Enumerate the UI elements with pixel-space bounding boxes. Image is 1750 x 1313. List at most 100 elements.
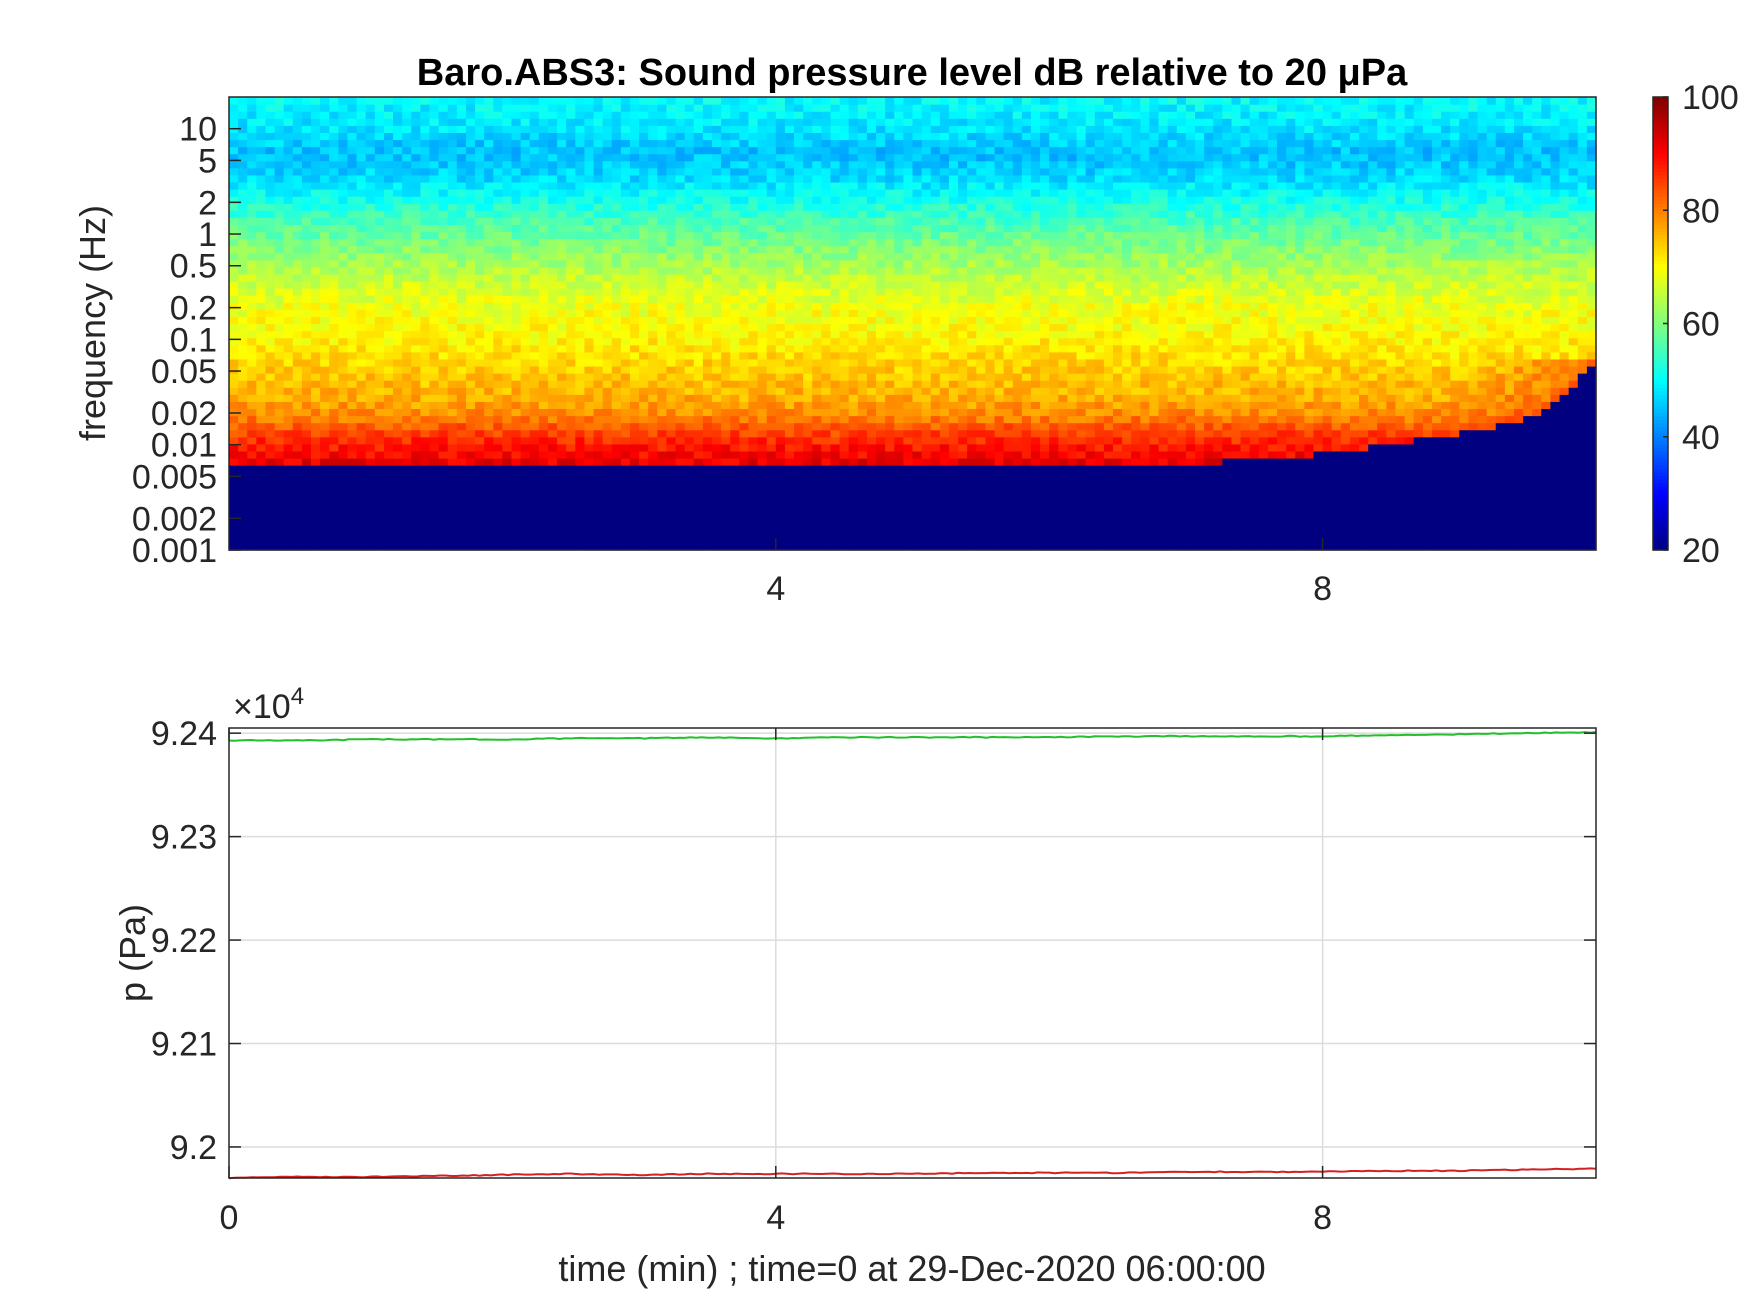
heatmap-cell [374, 146, 385, 155]
heatmap-cell [229, 500, 239, 509]
heatmap-cell [866, 436, 877, 445]
heatmap-cell [520, 450, 531, 459]
heatmap-cell [794, 160, 804, 169]
heatmap-cell [821, 507, 832, 516]
heatmap-cell [611, 224, 622, 233]
heatmap-cell [775, 387, 786, 395]
heatmap-cell [429, 288, 440, 296]
heatmap-cell [821, 358, 832, 367]
heatmap-cell [274, 373, 285, 381]
heatmap-cell [812, 486, 822, 494]
heatmap-cell [730, 365, 740, 374]
heatmap-cell [520, 153, 531, 162]
heatmap-cell [229, 273, 239, 282]
heatmap-cell [256, 373, 267, 381]
heatmap-cell [356, 288, 367, 296]
heatmap-cell [301, 408, 312, 417]
heatmap-cell [602, 429, 613, 438]
heatmap-cell [529, 167, 540, 176]
heatmap-cell [857, 429, 868, 438]
heatmap-cell [739, 465, 750, 473]
heatmap-cell [557, 380, 567, 388]
heatmap-cell [402, 288, 412, 296]
heatmap-cell [557, 387, 567, 395]
heatmap-cell [484, 288, 494, 296]
heatmap-cell [721, 245, 731, 254]
heatmap-cell [447, 189, 458, 197]
heatmap-cell [848, 273, 859, 282]
heatmap-cell [420, 189, 431, 197]
heatmap-cell [830, 415, 841, 424]
heatmap-cell [465, 111, 476, 119]
heatmap-cell [894, 429, 904, 438]
heatmap-cell [602, 146, 613, 155]
heatmap-cell [311, 486, 321, 494]
heatmap-cell [393, 358, 403, 367]
heatmap-cell [529, 196, 540, 204]
heatmap-cell [593, 174, 604, 183]
heatmap-cell [429, 281, 440, 289]
heatmap-cell [721, 231, 731, 240]
heatmap-cell [374, 472, 385, 480]
heatmap-cell [447, 514, 458, 523]
heatmap-cell [657, 330, 668, 339]
heatmap-cell [702, 146, 713, 155]
heatmap-cell [484, 118, 494, 126]
heatmap-cell [557, 132, 567, 141]
heatmap-cell [329, 429, 339, 438]
heatmap-cell [848, 217, 859, 226]
heatmap-cell [502, 167, 513, 176]
heatmap-cell [620, 493, 631, 502]
heatmap-cell [930, 486, 941, 494]
heatmap-cell [885, 238, 895, 247]
heatmap-cell [247, 330, 257, 339]
heatmap-cell [584, 238, 595, 247]
heatmap-cell [511, 387, 522, 395]
heatmap-cell [475, 104, 485, 112]
heatmap-cell [639, 401, 649, 410]
heatmap-cell [438, 167, 449, 176]
heatmap-cell [830, 181, 841, 190]
heatmap-cell [438, 380, 449, 388]
heatmap-cell [465, 104, 476, 112]
heatmap-cell [402, 528, 412, 537]
heatmap-cell [347, 111, 358, 119]
heatmap-cell [912, 337, 923, 346]
heatmap-cell [256, 500, 267, 509]
heatmap-cell [320, 174, 330, 183]
heatmap-cell [292, 118, 303, 126]
heatmap-cell [311, 514, 321, 523]
heatmap-cell [885, 479, 895, 487]
heatmap-cell [876, 344, 886, 353]
heatmap-cell [876, 337, 886, 346]
heatmap-cell [821, 465, 832, 473]
heatmap-cell [438, 97, 449, 105]
heatmap-cell [283, 479, 294, 487]
heatmap-cell [238, 189, 248, 197]
heatmap-cell [903, 181, 914, 190]
heatmap-cell [374, 507, 385, 516]
heatmap-cell [338, 323, 349, 332]
heatmap-cell [712, 380, 722, 388]
heatmap-cell [229, 203, 239, 211]
heatmap-cell [693, 245, 704, 254]
heatmap-cell [757, 535, 768, 544]
heatmap-cell [593, 266, 604, 275]
heatmap-cell [247, 302, 257, 310]
heatmap-cell [383, 309, 394, 318]
heatmap-cell [857, 259, 868, 268]
heatmap-cell [557, 238, 567, 247]
heatmap-cell [566, 245, 576, 254]
heatmap-cell [666, 486, 677, 494]
heatmap-cell [538, 507, 549, 516]
heatmap-cell [885, 224, 895, 233]
heatmap-cell [730, 160, 740, 169]
heatmap-cell [456, 521, 467, 530]
heatmap-cell [648, 408, 658, 417]
heatmap-cell [301, 217, 312, 226]
heatmap-cell [265, 401, 276, 410]
heatmap-cell [730, 479, 740, 487]
heatmap-cell [784, 535, 795, 544]
heatmap-cell [520, 443, 531, 452]
heatmap-cell [866, 422, 877, 431]
